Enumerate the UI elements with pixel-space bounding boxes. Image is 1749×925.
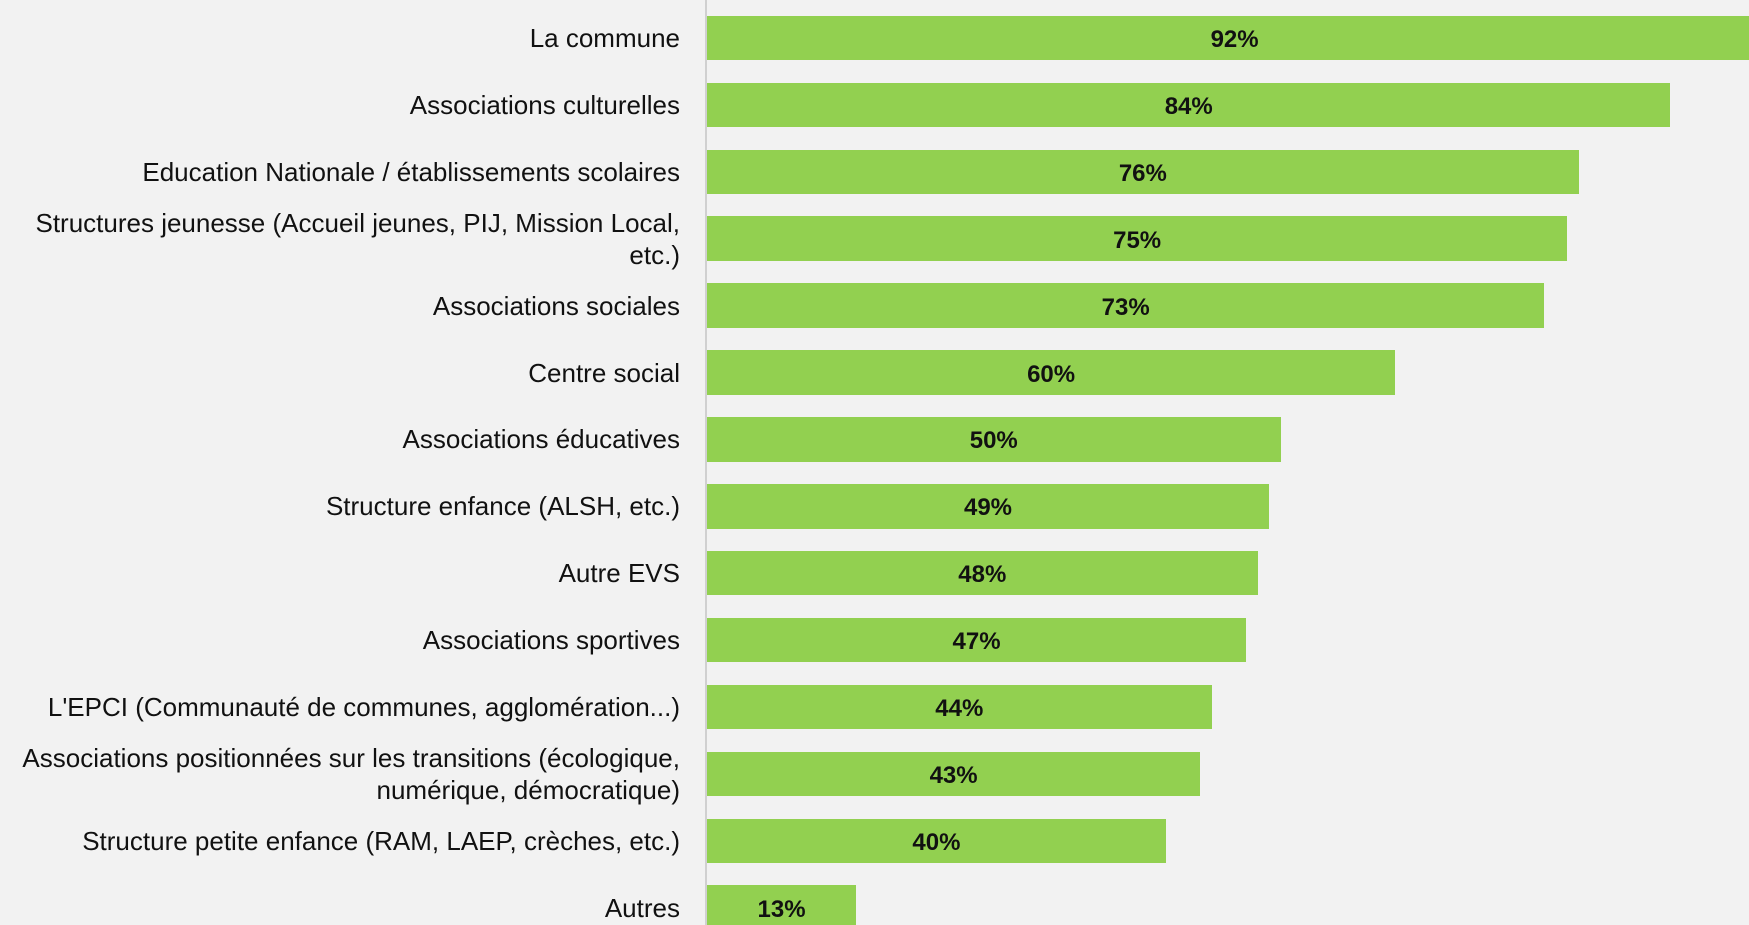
bar — [707, 484, 1270, 529]
value-label: 49% — [963, 494, 1013, 522]
category-label: Autre EVS — [558, 558, 680, 589]
bar — [707, 617, 1247, 663]
value-label: 60% — [1027, 360, 1076, 388]
category-label: Structures jeunesse (Accueil jeunes, PIJ… — [35, 207, 680, 270]
category-label: Associations culturelles — [409, 89, 680, 120]
bar — [707, 684, 1212, 730]
category-label: Centre social — [528, 357, 680, 388]
value-label: 92% — [1210, 26, 1259, 53]
axis-line — [705, 0, 707, 925]
value-label: 84% — [1164, 92, 1213, 120]
bar — [707, 550, 1258, 596]
bar — [707, 283, 1545, 328]
bar — [707, 15, 1749, 61]
category-label: L'EPCI (Communauté de communes, agglomér… — [47, 692, 680, 722]
bar — [707, 149, 1579, 195]
value-label: 48% — [958, 561, 1007, 589]
category-label: Associations sportives — [422, 625, 680, 656]
value-label: 43% — [929, 761, 978, 789]
bar — [707, 417, 1281, 462]
category-label: Structure enfance (ALSH, etc.) — [325, 491, 680, 522]
value-label: 44% — [935, 695, 984, 722]
category-label: Associations éducatives — [402, 424, 680, 455]
bar — [707, 82, 1671, 128]
value-label: 40% — [912, 828, 961, 856]
value-label: 50% — [969, 427, 1018, 455]
category-label: Structure petite enfance (RAM, LAEP, crè… — [82, 825, 680, 856]
bar — [707, 216, 1568, 261]
value-label: 73% — [1101, 293, 1150, 321]
value-label: 47% — [952, 628, 1001, 656]
bar — [707, 818, 1166, 864]
value-label: 13% — [757, 895, 806, 923]
bar — [707, 751, 1201, 797]
category-label: Associations sociales — [432, 290, 680, 321]
category-label: La commune — [529, 23, 680, 53]
value-label: 76% — [1118, 159, 1167, 187]
category-label: Associations positionnées sur les transi… — [22, 742, 680, 805]
bar — [707, 350, 1396, 395]
bar — [707, 885, 857, 925]
value-label: 75% — [1113, 226, 1162, 254]
category-label: Autres — [604, 892, 680, 923]
category-label: Education Nationale / établissements sco… — [142, 156, 680, 187]
